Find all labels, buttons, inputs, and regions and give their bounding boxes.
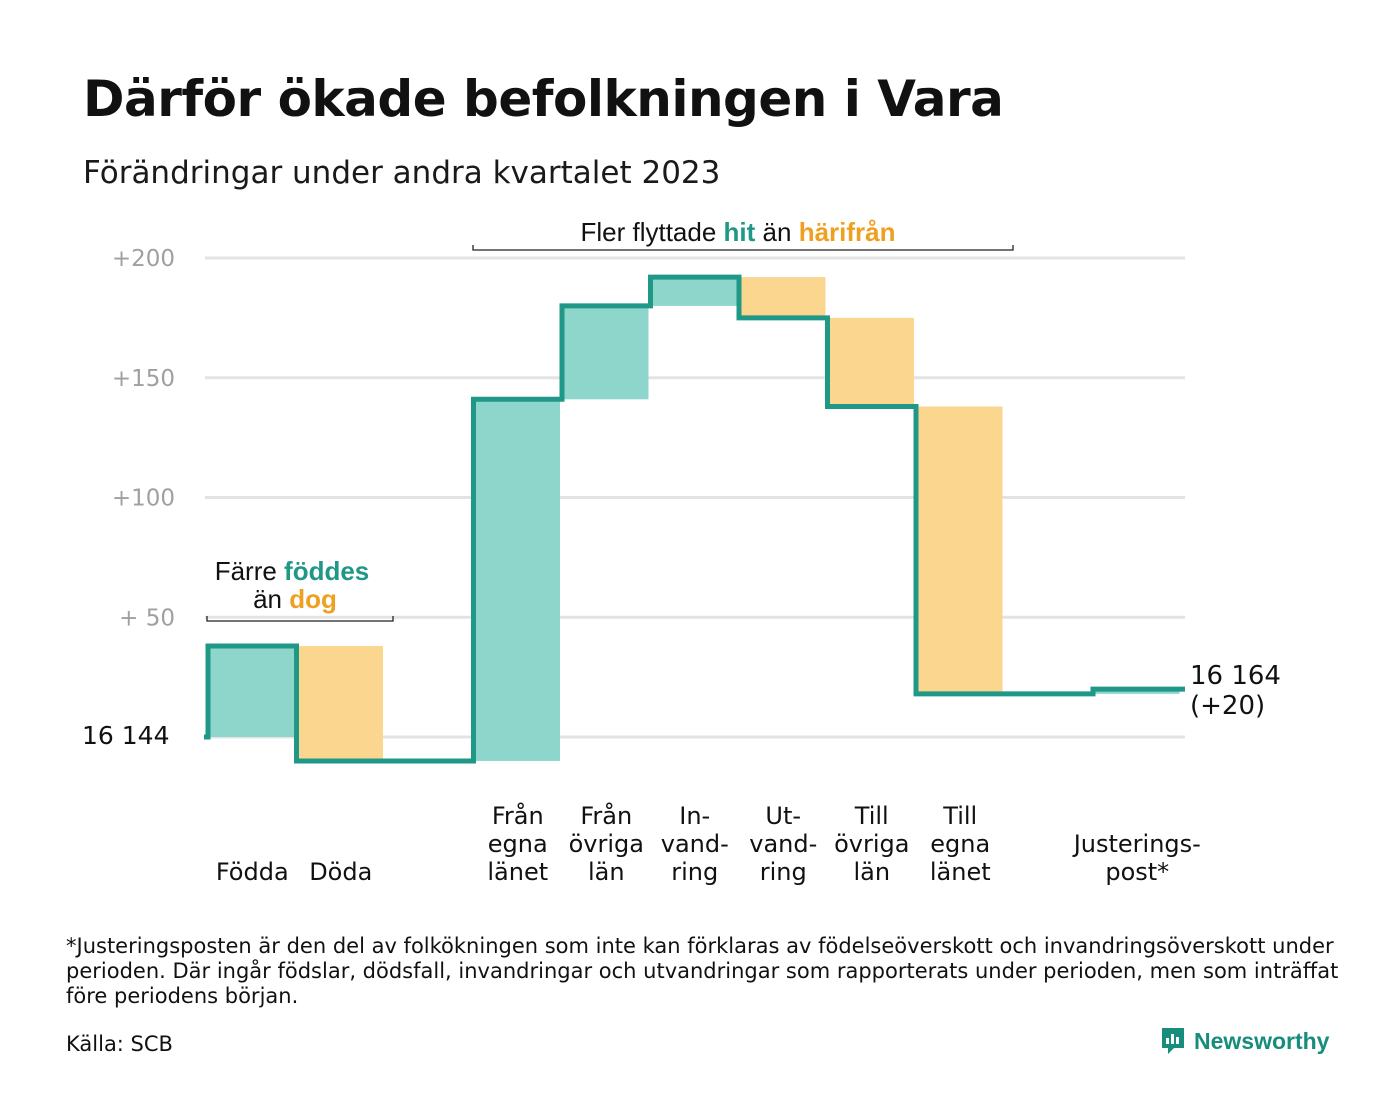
category-label: ring bbox=[760, 858, 807, 886]
waterfall-bar bbox=[918, 406, 1003, 694]
annotation-span-teal: föddes bbox=[284, 556, 369, 586]
category-label: Från bbox=[580, 801, 632, 830]
end-value-label: (+20) bbox=[1190, 691, 1265, 721]
category-label: länet bbox=[487, 858, 548, 886]
category-label: Till bbox=[942, 802, 977, 830]
y-tick-label: + 50 bbox=[119, 605, 175, 631]
waterfall-bar bbox=[652, 277, 737, 306]
category-label: egna bbox=[930, 830, 990, 858]
category-label: Från bbox=[492, 801, 544, 830]
category-label: vand- bbox=[749, 830, 817, 858]
brand-logo[interactable]: Newsworthy bbox=[1160, 1026, 1329, 1056]
category-label: Till bbox=[854, 802, 889, 830]
y-tick-label: +200 bbox=[112, 246, 175, 272]
category-label: vand- bbox=[661, 830, 729, 858]
category-label: Födda bbox=[216, 858, 289, 886]
waterfall-bar bbox=[829, 317, 914, 407]
category-label: Döda bbox=[309, 858, 372, 886]
category-label: post* bbox=[1105, 858, 1169, 886]
category-label: egna bbox=[488, 830, 548, 858]
waterfall-bar bbox=[210, 645, 295, 737]
category-label: In- bbox=[679, 802, 710, 830]
category-label: övriga bbox=[569, 830, 644, 858]
annotation-span-plain: än bbox=[755, 217, 798, 247]
bracket-migration bbox=[472, 245, 1014, 251]
category-label: län bbox=[853, 858, 890, 886]
y-tick-label: +100 bbox=[112, 486, 175, 512]
source-label: Källa: SCB bbox=[66, 1032, 173, 1056]
chart-subtitle: Förändringar under andra kvartalet 2023 bbox=[83, 155, 721, 191]
annotation-span-plain: än bbox=[253, 584, 289, 614]
category-label: Ut- bbox=[765, 802, 801, 830]
running-total-line bbox=[204, 274, 1185, 764]
bracket-births-deaths bbox=[206, 616, 394, 622]
category-label: Justerings- bbox=[1072, 830, 1201, 858]
brand-name: Newsworthy bbox=[1194, 1027, 1330, 1054]
category-label: övriga bbox=[834, 830, 909, 858]
end-value-label: 16 164 bbox=[1190, 661, 1281, 691]
annotation-span-plain: Fler flyttade bbox=[580, 217, 723, 247]
footnote: *Justeringsposten är den del av folkökni… bbox=[66, 934, 1339, 1008]
chart-title: Därför ökade befolkningen i Vara bbox=[83, 70, 1004, 128]
annotation-migration: Fler flyttade hit än härifrån bbox=[580, 217, 895, 247]
waterfall-bar bbox=[475, 399, 560, 761]
start-value-label: 16 144 bbox=[82, 721, 169, 750]
category-label: länet bbox=[930, 858, 991, 886]
waterfall-bar bbox=[564, 305, 649, 400]
annotation-span-plain: Färre bbox=[215, 556, 284, 586]
annotation-span-orange: dog bbox=[289, 584, 337, 614]
annotation-births-deaths-line2: än dog bbox=[253, 584, 337, 614]
annotation-span-teal: hit bbox=[724, 217, 756, 247]
waterfall-bar bbox=[741, 277, 826, 318]
y-tick-label: +150 bbox=[112, 366, 175, 392]
category-label: ring bbox=[671, 858, 718, 886]
category-label: län bbox=[588, 858, 625, 886]
annotation-span-orange: härifrån bbox=[799, 217, 896, 247]
newsworthy-logo-icon bbox=[1162, 1028, 1184, 1054]
annotation-births-deaths-line1: Färre föddes bbox=[215, 556, 370, 586]
waterfall-bar bbox=[298, 645, 383, 761]
